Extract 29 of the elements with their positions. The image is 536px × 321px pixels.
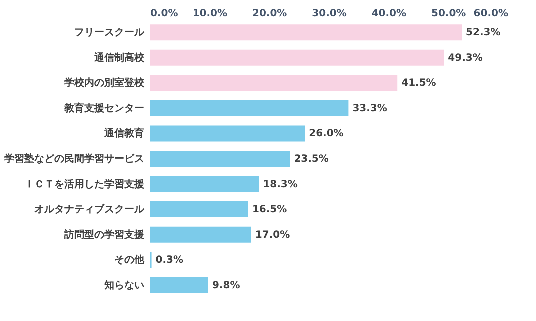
data-label: 17.0% (255, 230, 290, 241)
y-tick-label: ＩＣＴを活用した学習支援 (24, 178, 146, 190)
x-tick-label: 0.0% (150, 8, 178, 20)
data-label: 18.3% (263, 179, 298, 190)
data-label: 23.5% (294, 154, 329, 165)
data-label: 0.3% (156, 255, 184, 266)
y-tick-label: 学校内の別室登校 (64, 77, 146, 90)
data-label: 33.3% (352, 103, 388, 114)
data-label: 16.5% (252, 204, 288, 216)
data-label: 41.5% (402, 78, 436, 90)
x-tick-label: 50.0% (431, 8, 466, 20)
data-label: 26.0% (309, 128, 344, 140)
y-tick-label: 学習塾などの民間学習サービス (4, 153, 144, 165)
y-tick-label: 教育支援センター (64, 102, 144, 114)
x-tick-label: 10.0% (192, 8, 228, 20)
y-tick-label: 通信制高校 (94, 52, 146, 64)
x-tick-label: 40.0% (372, 8, 407, 20)
data-label: 49.3% (448, 52, 483, 64)
x-tick-label: 30.0% (312, 8, 347, 20)
data-label: 52.3% (466, 28, 501, 39)
y-tick-label: 通信教育 (104, 128, 144, 140)
y-tick-label: 訪問型の学習支援 (64, 228, 146, 241)
x-tick-label: 60.0% (474, 8, 508, 20)
data-label: 9.8% (212, 280, 240, 292)
x-tick-label: 20.0% (252, 8, 288, 20)
y-tick-label: フリースクール (74, 28, 146, 39)
y-tick-label: その他 (114, 254, 146, 266)
y-tick-label: オルタナティブスクール (34, 204, 146, 216)
y-tick-label: 知らない (104, 279, 144, 292)
